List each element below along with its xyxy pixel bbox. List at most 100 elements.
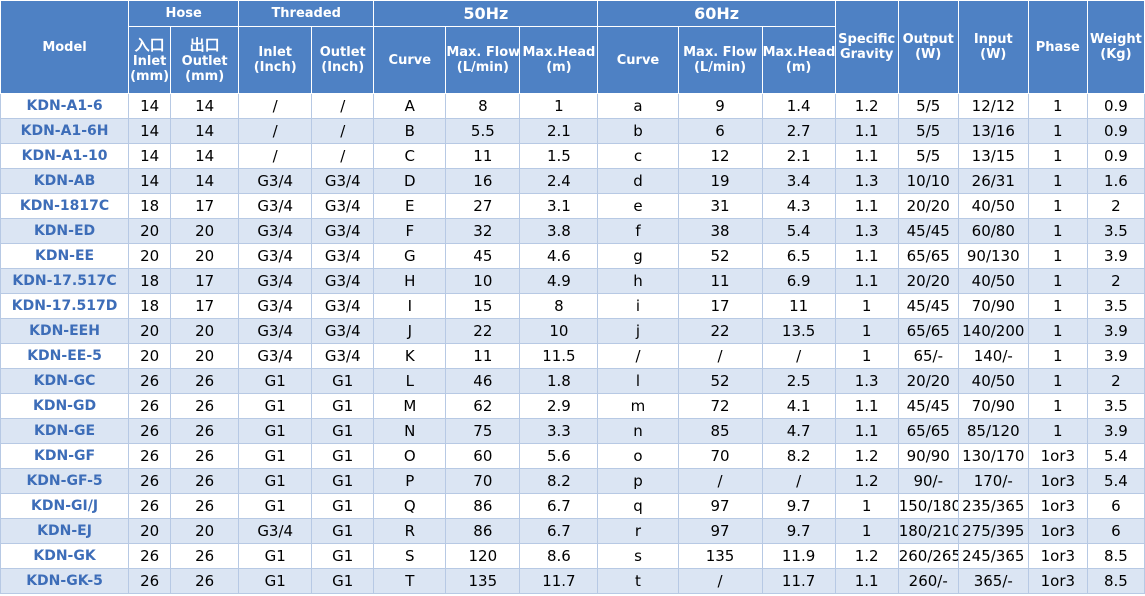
cell-max-flow-60hz: 19 [677, 168, 763, 194]
cell-max-flow-60hz: 9 [677, 93, 763, 119]
header-input-line2: (W) [980, 47, 1007, 62]
cell-weight: 5.4 [1086, 468, 1145, 494]
cell-max-flow-60hz: 70 [677, 443, 763, 469]
cell-max-head-50hz: 10 [519, 318, 599, 344]
cell-input: 60/80 [957, 218, 1029, 244]
cell-specific-gravity: 1 [834, 343, 899, 369]
header-head-50hz: Max.Head (m) [519, 26, 599, 94]
header-model: Model [0, 0, 130, 94]
cell-model: KDN-ED [0, 218, 130, 244]
header-phase: Phase [1027, 0, 1088, 94]
cell-max-flow-60hz: 11 [677, 268, 763, 294]
cell-threaded-inlet: / [238, 118, 313, 144]
cell-output: 90/90 [897, 443, 959, 469]
header-head-50hz-label: Max.Head [522, 45, 596, 60]
cell-max-head-50hz: 11.5 [519, 343, 599, 369]
cell-hose-outlet: 20 [170, 243, 240, 269]
cell-threaded-inlet: / [238, 143, 313, 169]
cell-model: KDN-GK-5 [0, 568, 130, 594]
cell-max-flow-50hz: 15 [445, 293, 521, 319]
cell-specific-gravity: 1.2 [834, 443, 899, 469]
cell-curve-50hz: M [373, 393, 447, 419]
header-head-60hz: Max.Head (m) [761, 26, 836, 94]
cell-specific-gravity: 1.3 [834, 168, 899, 194]
cell-max-flow-50hz: 86 [445, 493, 521, 519]
cell-hose-outlet: 17 [170, 293, 240, 319]
cell-max-flow-50hz: 27 [445, 193, 521, 219]
cell-threaded-outlet: G3/4 [311, 293, 375, 319]
cell-output: 260/265 [897, 543, 959, 569]
cell-hose-outlet: 26 [170, 368, 240, 394]
table-row: KDN-GK-5 26 26 G1 G1 T 135 11.7 t/11.7 1.1 260/- 36… [0, 568, 1145, 594]
cell-threaded-inlet: G1 [238, 493, 313, 519]
cell-max-flow-50hz: 45 [445, 243, 521, 269]
header-flow-50hz: Max. Flow (L/min) [445, 26, 521, 94]
cell-specific-gravity: 1 [834, 518, 899, 544]
cell-max-flow-60hz: 97 [677, 518, 763, 544]
header-input-line1: Input [973, 32, 1013, 47]
header-threaded-inlet-unit: (Inch) [253, 60, 297, 75]
cell-hose-inlet: 26 [128, 418, 172, 444]
cell-hose-outlet: 17 [170, 193, 240, 219]
cell-phase: 1 [1027, 343, 1088, 369]
table-row: KDN-GK 26 26 G1 G1 S 120 8.6 s 135 11.9 1.2 260/265 2… [0, 543, 1145, 569]
cell-input: 170/- [957, 468, 1029, 494]
cell-max-flow-60hz: 6 [677, 118, 763, 144]
header-flow-60hz-unit: (L/min) [693, 60, 747, 75]
cell-phase: 1or3 [1027, 468, 1088, 494]
cell-threaded-inlet: G3/4 [238, 218, 313, 244]
cell-max-flow-50hz: 60 [445, 443, 521, 469]
header-60hz: 60Hz [597, 0, 836, 27]
cell-model: KDN-GK [0, 543, 130, 569]
cell-curve-60hz: s [597, 543, 679, 569]
cell-specific-gravity: 1.1 [834, 143, 899, 169]
cell-threaded-inlet: G1 [238, 418, 313, 444]
cell-hose-inlet: 26 [128, 568, 172, 594]
cell-input: 140/- [957, 343, 1029, 369]
cell-max-head-50hz: 5.6 [519, 443, 599, 469]
cell-model: KDN-A1-6H [0, 118, 130, 144]
cell-max-flow-50hz: 10 [445, 268, 521, 294]
cell-hose-inlet: 26 [128, 543, 172, 569]
cell-weight: 3.9 [1086, 243, 1145, 269]
cell-threaded-outlet: G3/4 [311, 168, 375, 194]
cell-threaded-outlet: G3/4 [311, 243, 375, 269]
cell-curve-60hz: m [597, 393, 679, 419]
cell-max-head-50hz: 11.7 [519, 568, 599, 594]
cell-hose-inlet: 20 [128, 318, 172, 344]
cell-weight: 0.9 [1086, 143, 1145, 169]
cell-phase: 1 [1027, 193, 1088, 219]
header-threaded-inlet: Inlet (Inch) [238, 26, 313, 94]
cell-max-flow-50hz: 75 [445, 418, 521, 444]
cell-threaded-outlet: / [311, 143, 375, 169]
cell-hose-outlet: 26 [170, 493, 240, 519]
cell-hose-outlet: 26 [170, 393, 240, 419]
cell-max-head-50hz: 4.6 [519, 243, 599, 269]
cell-hose-inlet: 26 [128, 493, 172, 519]
cell-specific-gravity: 1.1 [834, 568, 899, 594]
cell-weight: 3.5 [1086, 293, 1145, 319]
cell-curve-50hz: Q [373, 493, 447, 519]
cell-max-head-50hz: 8 [519, 293, 599, 319]
header-hose: Hose [128, 0, 240, 27]
cell-phase: 1 [1027, 293, 1088, 319]
cell-curve-50hz: H [373, 268, 447, 294]
cell-curve-50hz: R [373, 518, 447, 544]
cell-specific-gravity: 1.2 [834, 543, 899, 569]
header-head-60hz-label: Max.Head [762, 45, 836, 60]
cell-hose-outlet: 26 [170, 543, 240, 569]
header-output-line2: (W) [915, 47, 942, 62]
header-specific-gravity-line2: Gravity [839, 47, 894, 62]
cell-specific-gravity: 1.2 [834, 468, 899, 494]
cell-max-head-50hz: 1 [519, 93, 599, 119]
cell-phase: 1 [1027, 318, 1088, 344]
cell-input: 26/31 [957, 168, 1029, 194]
cell-hose-inlet: 26 [128, 443, 172, 469]
cell-input: 365/- [957, 568, 1029, 594]
cell-input: 12/12 [957, 93, 1029, 119]
cell-input: 85/120 [957, 418, 1029, 444]
cell-max-flow-50hz: 120 [445, 543, 521, 569]
cell-model: KDN-A1-10 [0, 143, 130, 169]
header-output-line1: Output [902, 32, 954, 47]
cell-max-flow-60hz: 22 [677, 318, 763, 344]
